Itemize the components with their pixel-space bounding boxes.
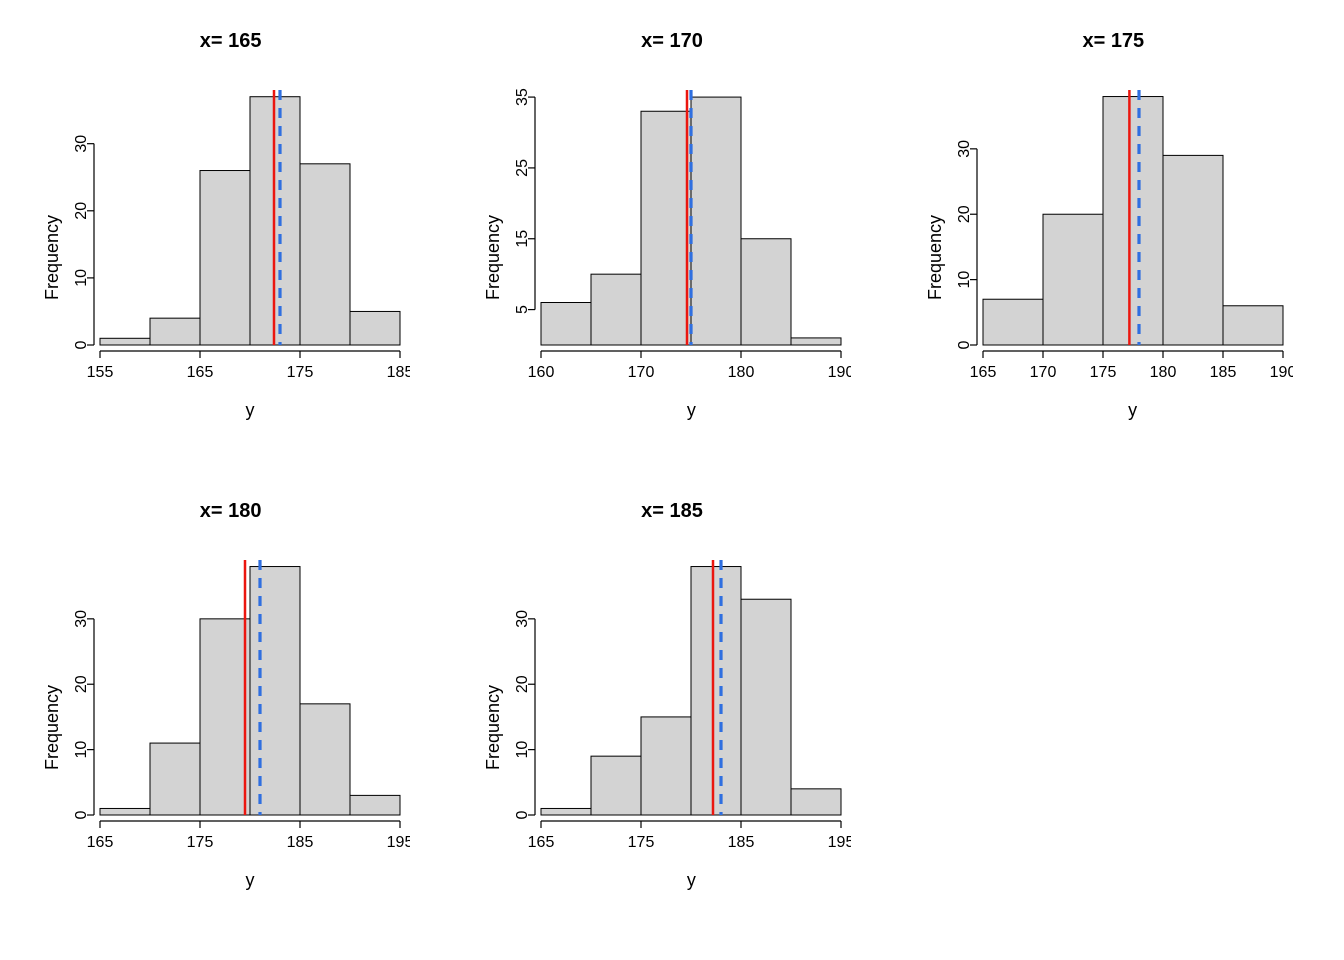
histogram-bar <box>541 808 591 815</box>
x-tick-label: 195 <box>387 834 410 851</box>
histogram-bar <box>300 704 350 815</box>
histogram-bar <box>741 239 791 345</box>
y-tick-label: 30 <box>73 610 90 628</box>
histogram-svg: 165 170 175 180 185 190 0 10 20 30 <box>928 80 1293 395</box>
plot-area-0: 1551651751850102030 <box>100 90 400 345</box>
histogram-bar <box>1043 214 1103 345</box>
histogram-bar <box>691 567 741 815</box>
x-axis-label: y <box>100 400 400 421</box>
y-tick-label: 20 <box>515 675 532 693</box>
x-tick-label: 185 <box>1209 364 1236 381</box>
histogram-bar <box>541 303 591 346</box>
x-tick-label: 190 <box>828 364 851 381</box>
histogram-bar <box>150 318 200 345</box>
histogram-bar <box>983 299 1043 345</box>
x-tick-label: 185 <box>287 834 314 851</box>
x-tick-label: 175 <box>187 834 214 851</box>
plot-area-4: 1651751851950102030 <box>541 560 841 815</box>
y-tick-label: 5 <box>515 305 532 314</box>
panel-x165: x= 165 Frequency 1551651751850102030 y <box>10 10 451 480</box>
y-tick-label: 0 <box>73 340 90 349</box>
x-axis-label: y <box>541 400 841 421</box>
y-tick-label: 20 <box>73 675 90 693</box>
histogram-bar <box>250 567 300 815</box>
histogram-bar <box>200 619 250 815</box>
x-tick-label: 170 <box>628 364 655 381</box>
x-tick-label: 165 <box>187 364 214 381</box>
x-tick-label: 180 <box>1149 364 1176 381</box>
y-tick-label: 30 <box>73 135 90 153</box>
histogram-bar <box>691 97 741 345</box>
histogram-bar <box>641 717 691 815</box>
panel-x185: x= 185 Frequency 1651751851950102030 y <box>451 480 892 950</box>
y-tick-label: 0 <box>515 810 532 819</box>
panel-x180: x= 180 Frequency 1651751851950102030 y <box>10 480 451 950</box>
histogram-bar <box>350 311 400 345</box>
x-tick-label: 175 <box>628 834 655 851</box>
panel-grid: x= 165 Frequency 1551651751850102030 y x… <box>0 0 1344 960</box>
histogram-bar <box>741 599 791 815</box>
panel-title: x= 165 <box>10 30 451 53</box>
panel-title: x= 180 <box>10 500 451 523</box>
histogram-svg: 165 175 185 195 0 10 20 30 <box>486 550 851 865</box>
x-tick-label: 190 <box>1269 364 1292 381</box>
x-tick-label: 175 <box>1089 364 1116 381</box>
panel-x170: x= 170 Frequency 1601701801905152535 y <box>451 10 892 480</box>
histogram-bar <box>300 164 350 345</box>
x-tick-label: 180 <box>728 364 755 381</box>
plot-area-2: 1651701751801851900102030 <box>983 90 1283 345</box>
histogram-bar <box>350 795 400 815</box>
histogram-bar <box>591 756 641 815</box>
y-tick-label: 10 <box>515 741 532 759</box>
histogram-bar <box>591 274 641 345</box>
y-tick-label: 20 <box>956 205 973 223</box>
plot-area-3: 1651751851950102030 <box>100 560 400 815</box>
x-tick-label: 165 <box>528 834 555 851</box>
panel-title: x= 170 <box>451 30 892 53</box>
x-tick-label: 155 <box>87 364 114 381</box>
histogram-bar <box>100 808 150 815</box>
histogram-bar <box>100 338 150 345</box>
histogram-bar <box>1223 306 1283 345</box>
x-tick-label: 160 <box>528 364 555 381</box>
y-tick-label: 30 <box>515 610 532 628</box>
histogram-bar <box>641 111 691 345</box>
y-tick-label: 0 <box>73 810 90 819</box>
y-tick-label: 30 <box>956 140 973 158</box>
plot-area-1: 1601701801905152535 <box>541 90 841 345</box>
y-tick-label: 35 <box>515 88 532 106</box>
y-tick-label: 10 <box>73 741 90 759</box>
y-tick-label: 15 <box>515 230 532 248</box>
x-tick-label: 195 <box>828 834 851 851</box>
panel-x175: x= 175 Frequency 16517017518018519001020… <box>893 10 1334 480</box>
histogram-bar <box>1163 155 1223 345</box>
x-tick-label: 175 <box>287 364 314 381</box>
x-axis-label: y <box>541 870 841 891</box>
histogram-svg: 155 165 175 185 0 10 20 30 <box>45 80 410 395</box>
y-tick-label: 10 <box>73 269 90 287</box>
x-axis-label: y <box>983 400 1283 421</box>
histogram-bar <box>1103 97 1163 345</box>
histogram-bar <box>791 789 841 815</box>
x-axis-label: y <box>100 870 400 891</box>
histogram-bar <box>791 338 841 345</box>
y-tick-label: 20 <box>73 202 90 220</box>
y-tick-label: 25 <box>515 159 532 177</box>
histogram-bar <box>150 743 200 815</box>
x-tick-label: 170 <box>1029 364 1056 381</box>
histogram-svg: 165 175 185 195 0 10 20 30 <box>45 550 410 865</box>
histogram-bar <box>200 171 250 345</box>
x-tick-label: 185 <box>387 364 410 381</box>
x-tick-label: 165 <box>87 834 114 851</box>
panel-title: x= 185 <box>451 500 892 523</box>
y-tick-label: 10 <box>956 271 973 289</box>
histogram-svg: 160 170 180 190 5 15 25 35 <box>486 80 851 395</box>
x-tick-label: 165 <box>969 364 996 381</box>
panel-title: x= 175 <box>893 30 1334 53</box>
panel-empty <box>893 480 1334 950</box>
x-tick-label: 185 <box>728 834 755 851</box>
y-tick-label: 0 <box>956 340 973 349</box>
